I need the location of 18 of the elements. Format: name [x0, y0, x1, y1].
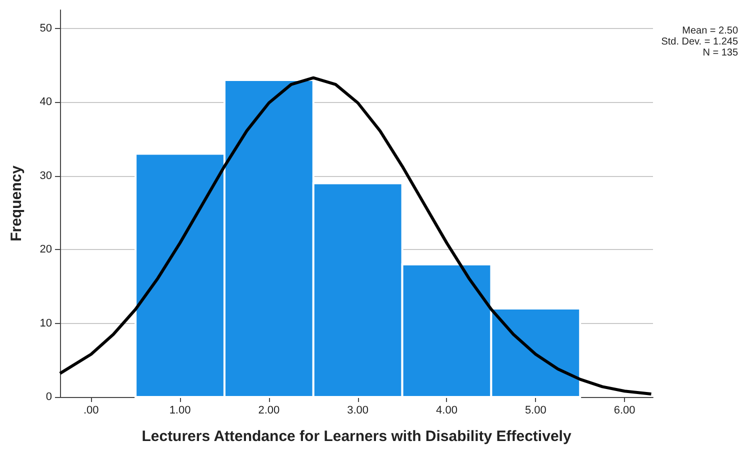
text: Std. Dev. = 1.245 — [661, 36, 738, 48]
y-tick-label: 20 — [40, 244, 52, 256]
text: N = 135 — [702, 48, 738, 58]
x-tick-label: .00 — [83, 404, 99, 416]
x-tick-label: 5.00 — [524, 404, 546, 416]
y-tick-label: 0 — [46, 391, 52, 403]
y-tick-label: 40 — [40, 96, 52, 108]
x-tick-label: 1.00 — [169, 404, 191, 416]
y-axis-title: Frequency — [8, 164, 25, 242]
y-tick-label: 10 — [40, 317, 52, 330]
text: Mean = 2.50 — [682, 26, 738, 36]
x-tick-label: 2.00 — [258, 404, 280, 416]
x-tick-label: 6.00 — [614, 404, 636, 416]
y-tick-label: 50 — [40, 22, 52, 34]
y-tick-label: 30 — [40, 170, 52, 182]
x-tick-label: 4.00 — [436, 404, 458, 416]
x-axis-title: Lecturers Attendance for Learners with Disability Effectively — [142, 428, 572, 445]
x-tick-label: 3.00 — [347, 404, 369, 416]
